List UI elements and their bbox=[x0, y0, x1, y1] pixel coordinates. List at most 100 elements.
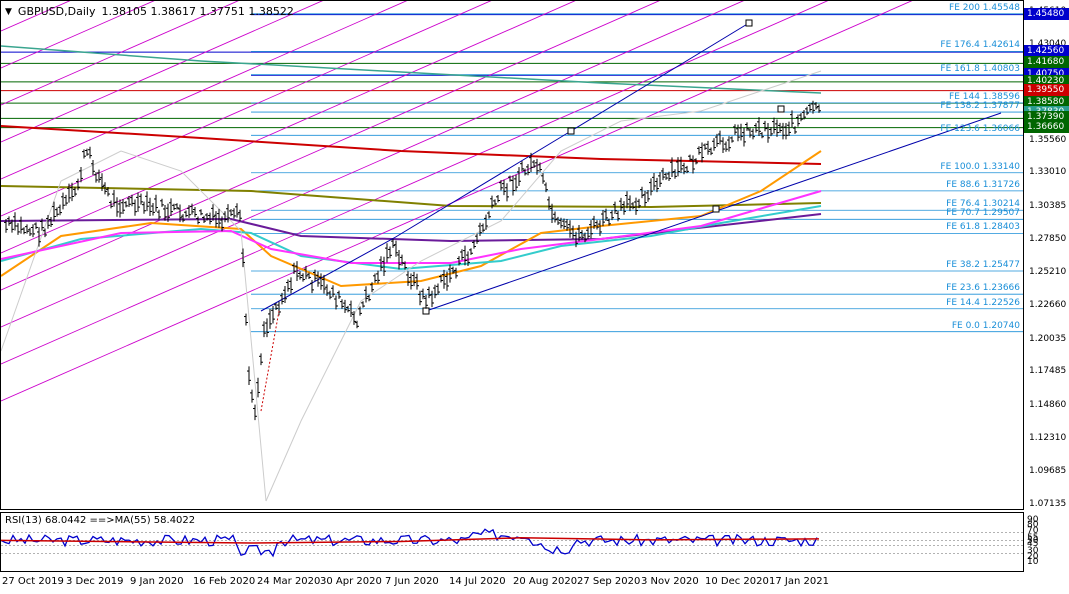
ohlc-bar bbox=[610, 210, 614, 221]
ohlc-bar bbox=[427, 286, 431, 299]
ohlc-bar bbox=[352, 311, 356, 325]
ohlc-bar bbox=[691, 155, 695, 174]
rsi-tick: 55 bbox=[1027, 533, 1039, 544]
ohlc-bar bbox=[52, 201, 56, 222]
main-chart-pane[interactable]: ▼ GBPUSD,Daily 1.38105 1.38617 1.37751 1… bbox=[0, 0, 1024, 510]
fib-label: FE 200 1.45548 bbox=[949, 2, 1020, 13]
price-chart-canvas[interactable] bbox=[1, 1, 1024, 510]
ohlc-bar bbox=[244, 313, 248, 326]
ohlc-bar bbox=[106, 187, 110, 197]
price-level-badge: 1.41680 bbox=[1024, 56, 1069, 69]
ohlc-bar bbox=[127, 196, 131, 208]
rsi-tick: 20 bbox=[1027, 551, 1039, 562]
ohlc-bar bbox=[19, 216, 23, 234]
ohlc-bar bbox=[775, 119, 779, 137]
ohlc-bar bbox=[241, 248, 245, 268]
ohlc-bar bbox=[250, 389, 254, 403]
ohlc-bar bbox=[544, 182, 548, 193]
ohlc-bar bbox=[190, 203, 194, 215]
price-level-badge: 1.38580 bbox=[1024, 96, 1069, 109]
ohlc-bar bbox=[301, 273, 305, 282]
time-tick: 10 Dec 2020 bbox=[705, 576, 769, 587]
ohlc-bar bbox=[328, 290, 332, 300]
rsi-tick: 70 bbox=[1027, 525, 1039, 536]
ohlc-bar bbox=[103, 182, 107, 195]
ohlc-bar bbox=[643, 190, 647, 207]
ohlc-bar bbox=[655, 177, 659, 193]
ohlc-bar bbox=[31, 224, 35, 238]
ohlc-bar bbox=[712, 138, 716, 151]
ohlc-bar bbox=[433, 284, 437, 299]
ohlc-bar bbox=[601, 209, 605, 227]
ohlc-bar bbox=[529, 152, 533, 173]
ohlc-bar bbox=[436, 283, 440, 295]
ohlc-bar bbox=[646, 189, 650, 202]
ohlc-bar bbox=[700, 142, 704, 163]
triangle-down-icon[interactable]: ▼ bbox=[5, 6, 12, 17]
rsi-scale[interactable]: 90 80 70 55 50 45 30 20 10 bbox=[1024, 512, 1069, 572]
ohlc-bar bbox=[586, 227, 590, 240]
ohlc-bar bbox=[76, 178, 80, 191]
dashed-projection bbox=[260, 310, 280, 412]
symbol-label: GBPUSD,Daily bbox=[17, 5, 96, 18]
ohlc-bar bbox=[304, 265, 308, 280]
ohlc-bar bbox=[193, 206, 197, 218]
ohlc-bar bbox=[265, 318, 269, 338]
ohlc-bar bbox=[688, 154, 692, 161]
fib-label: FE 23.6 1.23666 bbox=[946, 283, 1020, 294]
ohlc-bar bbox=[259, 353, 263, 366]
ohlc-bar bbox=[454, 267, 458, 279]
ohlc-bar bbox=[496, 194, 500, 203]
ohlc-bar bbox=[463, 245, 467, 266]
ohlc-bar bbox=[187, 205, 191, 218]
rsi-pane[interactable]: RSI(13) 68.0442 ==>MA(55) 58.4022 bbox=[0, 512, 1024, 572]
ohlc-bar bbox=[535, 158, 539, 175]
channel-line bbox=[1, 1, 323, 143]
ohlc-bar bbox=[16, 223, 20, 235]
ohlc-bar bbox=[271, 305, 275, 324]
anchor-point bbox=[422, 307, 430, 315]
ohlc-bar bbox=[745, 122, 749, 131]
ohlc-bar bbox=[649, 178, 653, 196]
ohlc-bar bbox=[538, 162, 542, 172]
channel-line bbox=[1, 1, 576, 254]
ohlc-bar bbox=[184, 210, 188, 218]
ohlc-bar bbox=[592, 215, 596, 229]
ohlc-bar bbox=[571, 225, 575, 239]
ohlc-bar bbox=[730, 136, 734, 143]
ohlc-bar bbox=[73, 187, 77, 197]
price-scale[interactable]: 1.456101.430401.404301.380001.355601.330… bbox=[1024, 0, 1069, 510]
channel-line bbox=[1, 1, 239, 106]
ohlc-bar bbox=[235, 203, 239, 218]
time-tick: 20 Aug 2020 bbox=[513, 576, 578, 587]
rsi-canvas[interactable] bbox=[1, 513, 1024, 572]
ohlc-bar bbox=[481, 223, 485, 233]
time-axis[interactable]: 27 Oct 2019 3 Dec 2019 9 Jan 2020 16 Feb 20… bbox=[0, 572, 1024, 594]
ohlc-bar bbox=[781, 122, 785, 140]
anchor-point bbox=[777, 105, 785, 113]
ohlc-bar bbox=[721, 137, 725, 153]
ohlc-bar bbox=[490, 195, 494, 209]
ohlc-bar bbox=[100, 173, 104, 192]
ohlc-bar bbox=[502, 179, 506, 196]
ma-teal-line bbox=[1, 45, 822, 94]
fib-label: FE 144 1.38596 bbox=[949, 91, 1020, 102]
price-level-badge: 1.37390 bbox=[1024, 111, 1069, 124]
ohlc-bar bbox=[445, 271, 449, 291]
ohlc-bar bbox=[226, 204, 230, 223]
chart-legend: ▼ GBPUSD,Daily 1.38105 1.38617 1.37751 1… bbox=[5, 5, 294, 18]
ohlc-bar bbox=[640, 186, 644, 199]
ohlc-bar bbox=[418, 290, 422, 306]
channel-line bbox=[1, 1, 913, 402]
ohlc-bar bbox=[739, 123, 743, 141]
anchor-point bbox=[712, 205, 720, 213]
time-tick: 30 Apr 2020 bbox=[320, 576, 382, 587]
ohlc-bar bbox=[319, 273, 323, 290]
ohlc-bar bbox=[232, 208, 236, 219]
price-tick: 1.14860 bbox=[1029, 400, 1067, 410]
ohlc-bar bbox=[298, 271, 302, 280]
ohlc-bar bbox=[181, 214, 185, 223]
ohlc-bar bbox=[172, 203, 176, 211]
ohlc-bar bbox=[757, 117, 761, 137]
fib-label: FE 76.4 1.30214 bbox=[946, 199, 1020, 210]
